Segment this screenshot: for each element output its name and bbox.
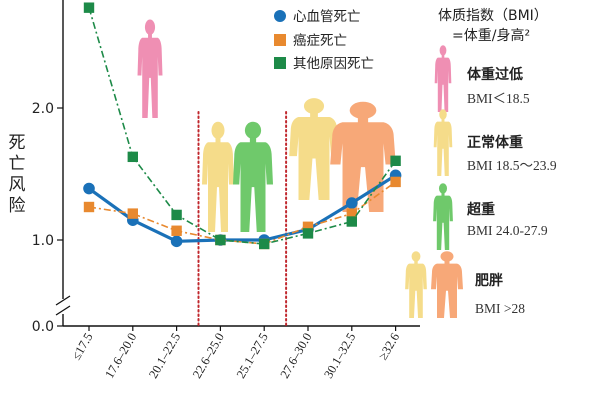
slim-person-icon: [434, 45, 452, 112]
data-point: [83, 2, 95, 13]
series-line-2: [88, 181, 397, 245]
text-layer: ≤17.5 17.6–20.0 20.1–22.5 22.6–25.0 25.1–27.…: [9, 8, 557, 381]
bmi-category-name: 体重过低: [467, 66, 523, 83]
bmi-category-name: 肥胖: [475, 272, 503, 289]
series-layer: [83, 2, 402, 250]
bmi-key-heading: 体质指数（BMI）: [438, 8, 548, 24]
obese-person-icon-shape: [431, 251, 463, 318]
normal-person-icon: [405, 251, 427, 318]
data-point: [127, 208, 138, 219]
bmi-category-name: 正常体重: [467, 134, 523, 151]
x-tick-label: ≤17.5: [69, 331, 95, 363]
axis-break-mark: [55, 305, 71, 316]
slim-person-icon-shape: [434, 45, 452, 112]
normal-person-icon-shape: [405, 251, 427, 318]
normal-person-icon-shape: [433, 109, 453, 176]
data-point: [170, 235, 183, 248]
slim-person-icon-shape: [137, 19, 163, 118]
overweight-person-icon-shape: [233, 121, 273, 232]
data-point: [127, 151, 138, 163]
data-point: [346, 197, 358, 209]
x-tick-label: 20.1–22.5: [146, 331, 183, 381]
bmi-category-range: BMI 24.0-27.9: [467, 223, 548, 238]
normal-person-icon-shape: [202, 121, 234, 232]
x-tick-label: 25.1–27.5: [234, 331, 271, 381]
legend-label: 心血管死亡: [293, 9, 361, 25]
x-tick-label: ≥32.6: [376, 331, 402, 363]
y-tick-label: 0.0: [32, 319, 54, 335]
data-point: [302, 228, 314, 239]
legend-label: 其他原因死亡: [293, 56, 374, 72]
data-point: [215, 234, 226, 246]
overweight-person-icon: [233, 121, 273, 232]
legend-label: 癌症死亡: [293, 33, 347, 49]
axes-layer: [55, 0, 420, 331]
legend-marker: [274, 10, 286, 22]
obese-person-icon: [431, 251, 463, 318]
y-axis-label: 死亡风险: [9, 133, 26, 216]
y-tick-label: 1.0: [32, 233, 54, 249]
legend-marker: [274, 57, 286, 69]
normal-person-icon: [433, 109, 453, 176]
data-point: [390, 176, 401, 188]
data-point: [302, 221, 314, 232]
bmi-category-range: BMI 18.5～23.9: [467, 158, 557, 173]
data-point: [171, 225, 182, 236]
series-line-1: [88, 173, 397, 243]
x-tick-label: 30.1–32.5: [321, 331, 358, 381]
bmi-category-range: BMI＜18.5: [467, 91, 530, 106]
data-point: [390, 155, 401, 166]
data-point: [346, 208, 357, 219]
bmi-key-formula: =体重/身高²: [452, 27, 530, 44]
bmi-category-name: 超重: [466, 201, 495, 218]
overweight-person-icon: [433, 183, 453, 250]
data-point: [259, 238, 270, 250]
legend-marker: [274, 34, 286, 46]
slim-person-icon: [137, 19, 163, 118]
data-point: [346, 216, 357, 227]
axis-break-mark: [55, 295, 71, 306]
x-tick-label: 27.6–30.0: [277, 331, 314, 381]
x-tick-label: 17.6–20.0: [102, 331, 139, 381]
x-tick-label: 22.6–25.0: [190, 331, 227, 381]
data-point: [171, 209, 182, 221]
series-line-3: [88, 7, 397, 245]
normal-person-icon: [202, 121, 234, 232]
y-tick-label: 2.0: [32, 101, 54, 117]
bmi-category-range: BMI >28: [475, 301, 525, 316]
data-point: [83, 182, 95, 195]
overweight-person-icon-shape: [433, 183, 453, 250]
data-point: [83, 201, 95, 213]
